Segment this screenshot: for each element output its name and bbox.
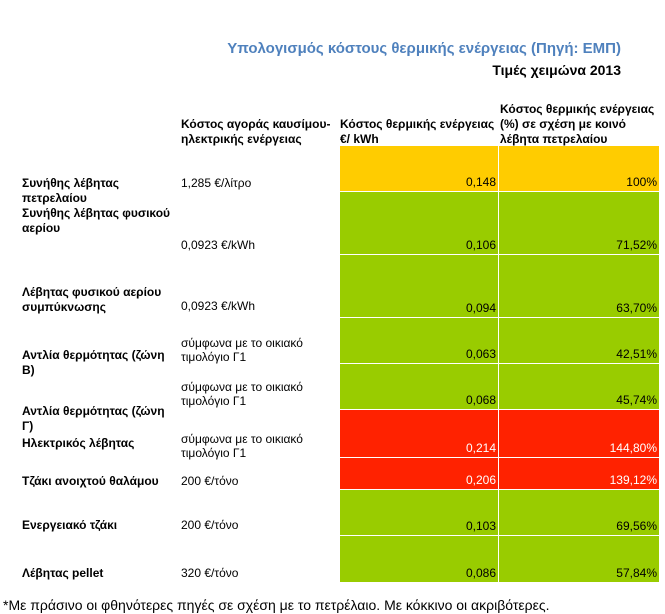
row-energy-cost: 0,103 [465,519,496,533]
row-cost-percent: 139,12% [609,473,657,487]
row-cost-percent: 42,51% [616,347,657,361]
row-cost-percent-cell: 71,52% [499,192,659,255]
header-fuel-price: Κόστος αγοράς καυσίμου-ηλεκτρικής ενέργε… [181,117,331,146]
row-cost-percent: 71,52% [616,238,657,252]
row-label: Ηλεκτρικός λέβητας [22,436,135,450]
row-energy-cost-cell: 0,106 [340,192,499,255]
table-row: Αντλία θερμότητας (ζώνη Β) σύμφωνα με το … [0,318,665,377]
page-subtitle: Τιμές χειμώνα 2013 [492,62,621,78]
row-cost-percent-cell: 139,12% [499,458,659,490]
table-row: Συνήθης λέβητας φυσικού αερίου 0,0923 €/k… [0,192,665,255]
footnote: *Με πράσινο οι φθηνότερες πηγές σε σχέση… [3,597,550,613]
page-title: Υπολογισμός κόστους θερμικής ενέργειας (… [227,40,621,57]
row-fuel-price: 200 €/τόνο [181,518,239,532]
table-row: Λέβητας φυσικού αερίου συμπύκνωσης 0,0923… [0,255,665,318]
row-energy-cost: 0,148 [465,175,496,189]
row-fuel-price: σύμφωνα με το οικιακό τιμολόγιο Γ1 [181,336,303,364]
row-cost-percent: 69,56% [616,519,657,533]
row-energy-cost-cell: 0,068 [340,364,499,410]
table-row: Λέβητας pellet 320 €/τόνο 0,086 57,84% [0,536,665,583]
row-energy-cost: 0,063 [465,347,496,361]
row-energy-cost-cell: 0,206 [340,458,499,490]
row-energy-cost-cell: 0,148 [340,146,499,192]
row-cost-percent-cell: 57,84% [499,536,659,583]
row-label: Λέβητας φυσικού αερίου συμπύκνωσης [22,285,162,314]
row-cost-percent: 100% [626,175,657,189]
table-row: Τζάκι ανοιχτού θαλάμου 200 €/τόνο 0,206 139… [0,458,665,490]
row-cost-percent-cell: 144,80% [499,410,659,458]
row-cost-percent: 45,74% [616,393,657,407]
row-label: Συνήθης λέβητας φυσικού αερίου [22,206,171,235]
row-label: Αντλία θερμότητας (ζώνη Β) [22,348,165,377]
row-energy-cost-cell: 0,063 [340,318,499,364]
row-label: Συνήθης λέβητας πετρελαίου [22,176,119,205]
table-row: Ενεργειακό τζάκι 200 €/τόνο 0,103 69,56% [0,490,665,536]
row-energy-cost-cell: 0,214 [340,410,499,458]
row-energy-cost: 0,094 [465,301,496,315]
row-cost-percent-cell: 42,51% [499,318,659,364]
row-fuel-price: 0,0923 €/kWh [181,238,256,252]
row-cost-percent-cell: 69,56% [499,490,659,536]
row-energy-cost: 0,206 [465,473,496,487]
row-fuel-price: 1,285 €/λίτρο [181,176,252,190]
row-label: Αντλία θερμότητας (ζώνη Γ) [22,404,165,433]
row-cost-percent: 144,80% [609,441,657,455]
row-fuel-price: σύμφωνα με το οικιακό τιμολόγιο Γ1 [181,432,303,460]
row-cost-percent-cell: 100% [499,146,659,192]
row-energy-cost: 0,086 [465,566,496,580]
row-energy-cost: 0,106 [465,238,496,252]
row-energy-cost: 0,214 [465,441,496,455]
row-cost-percent-cell: 63,70% [499,255,659,318]
row-cost-percent: 63,70% [616,301,657,315]
row-energy-cost-cell: 0,094 [340,255,499,318]
row-cost-percent-cell: 45,74% [499,364,659,410]
header-energy-cost: Κόστος θερμικής ενέργειας €/ kWh [340,117,495,146]
row-cost-percent: 57,84% [616,566,657,580]
header-cost-percent: Κόστος θερμικής ενέργειας (%) σε σχέση μ… [500,102,655,146]
row-label: Λέβητας pellet [22,566,104,580]
row-energy-cost-cell: 0,103 [340,490,499,536]
table-row: Αντλία θερμότητας (ζώνη Γ) σύμφωνα με το … [0,364,665,433]
row-fuel-price: 0,0923 €/kWh [181,299,256,313]
row-fuel-price: 320 €/τόνο [181,566,239,580]
row-energy-cost: 0,068 [465,393,496,407]
table-row: Ηλεκτρικός λέβητας σύμφωνα με το οικιακό … [0,410,665,460]
table-row: Συνήθης λέβητας πετρελαίου 1,285 €/λίτρο 0… [0,146,665,205]
row-fuel-price: σύμφωνα με το οικιακό τιμολόγιο Γ1 [181,380,303,408]
row-label: Τζάκι ανοιχτού θαλάμου [22,474,159,488]
row-fuel-price: 200 €/τόνο [181,474,239,488]
row-label: Ενεργειακό τζάκι [22,518,118,532]
row-energy-cost-cell: 0,086 [340,536,499,583]
